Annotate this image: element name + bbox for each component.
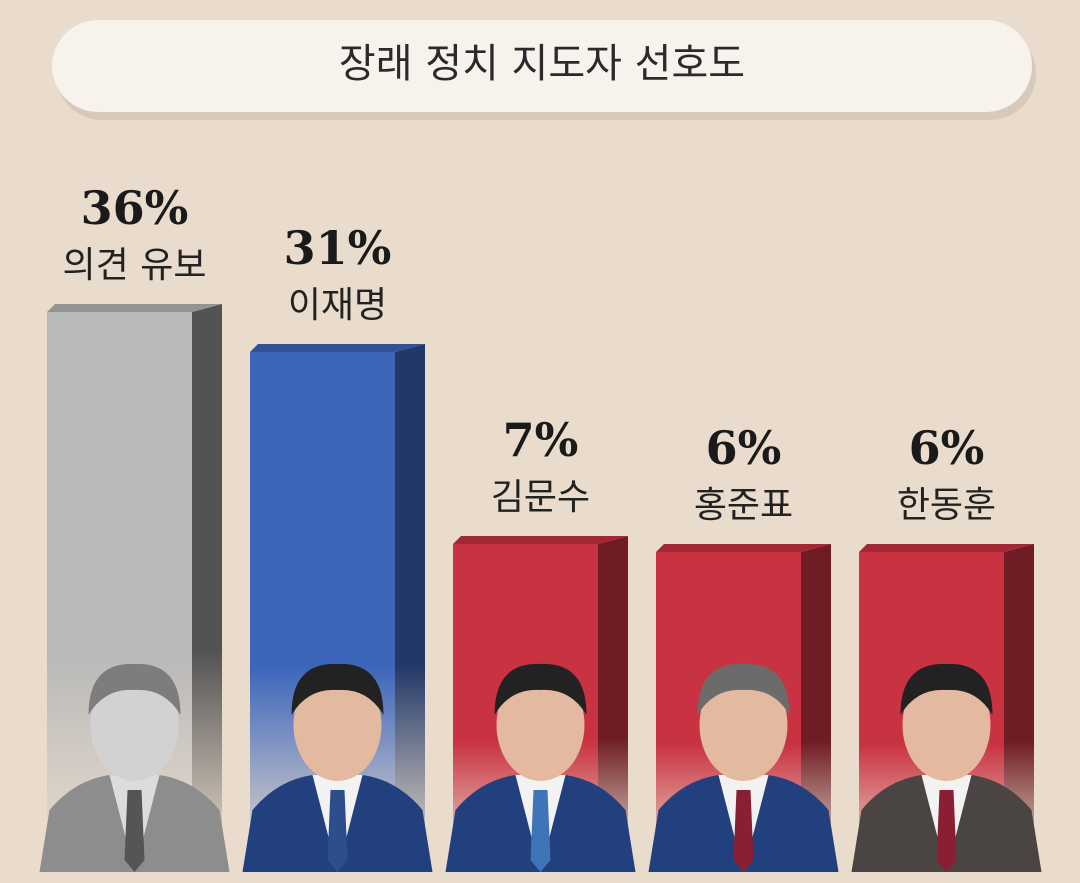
value-label: 6% [909, 421, 985, 475]
portrait-hair [900, 663, 993, 715]
category-label: 이재명 [288, 285, 387, 326]
value-label: 31% [284, 221, 392, 275]
chart-title: 장래 정치 지도자 선호도 [339, 41, 745, 87]
bar-top [250, 344, 425, 352]
bar-top [656, 544, 831, 552]
category-label: 홍준표 [694, 485, 793, 526]
bar-side [801, 544, 831, 862]
bar-top [453, 536, 628, 544]
value-label: 36% [81, 181, 189, 235]
portrait-tie [733, 790, 754, 872]
portrait-tie [936, 790, 957, 872]
portrait-hair [291, 663, 384, 715]
portrait-tie [530, 790, 551, 872]
ground [0, 872, 1080, 883]
portrait-head [699, 669, 788, 781]
portrait-hair [697, 663, 790, 715]
portrait-hair [88, 663, 181, 715]
bar-side [1004, 544, 1034, 862]
bar-side [192, 304, 222, 862]
portrait-tie [327, 790, 348, 872]
category-label: 한동훈 [897, 485, 996, 526]
category-label: 김문수 [491, 477, 590, 518]
portrait-head [293, 669, 382, 781]
portrait-head [496, 669, 585, 781]
category-label: 의견 유보 [63, 245, 207, 286]
value-label: 7% [503, 413, 579, 467]
bar-side [598, 536, 628, 862]
bar-top [859, 544, 1034, 552]
title-pill [52, 20, 1032, 112]
portrait-hair [494, 663, 587, 715]
portrait-tie [124, 790, 145, 872]
value-label: 6% [706, 421, 782, 475]
portrait-head [902, 669, 991, 781]
portrait-head [90, 669, 179, 781]
bar-side [395, 344, 425, 862]
bar-top [47, 304, 222, 312]
